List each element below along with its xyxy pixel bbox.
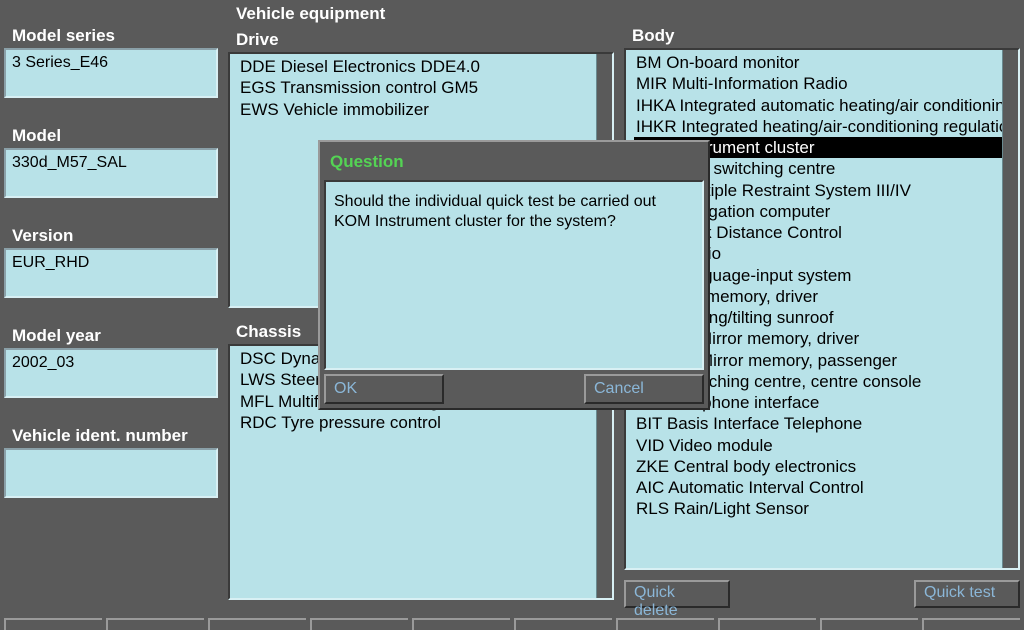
label-model: Model	[4, 124, 218, 148]
field-model-series[interactable]: 3 Series_E46	[4, 48, 218, 98]
group-vin: Vehicle ident. number	[4, 424, 218, 498]
list-item[interactable]: EGS Transmission control GM5	[238, 77, 604, 98]
list-item[interactable]: MIR Multi-Information Radio	[634, 73, 1010, 94]
list-item[interactable]: IHKA Integrated automatic heating/air co…	[634, 95, 1010, 116]
field-model[interactable]: 330d_M57_SAL	[4, 148, 218, 198]
dialog-body: Should the individual quick test be carr…	[324, 180, 704, 370]
group-model-series: Model series 3 Series_E46	[4, 24, 218, 98]
question-dialog: Question Should the individual quick tes…	[318, 140, 710, 410]
quick-delete-button[interactable]: Quick delete	[624, 580, 730, 608]
dialog-text-line1: Should the individual quick test be carr…	[334, 192, 694, 212]
list-item[interactable]: BIT Basis Interface Telephone	[634, 413, 1010, 434]
ok-button[interactable]: OK	[324, 374, 444, 404]
list-item[interactable]: DDE Diesel Electronics DDE4.0	[238, 56, 604, 77]
scrollbar-body[interactable]	[1002, 50, 1018, 568]
list-item[interactable]: RDC Tyre pressure control	[238, 412, 604, 433]
list-item[interactable]: IHKR Integrated heating/air-conditioning…	[634, 116, 1010, 137]
dialog-title: Question	[324, 146, 704, 180]
list-item[interactable]: EWS Vehicle immobilizer	[238, 99, 604, 120]
group-model-year: Model year 2002_03	[4, 324, 218, 398]
quick-test-button[interactable]: Quick test	[914, 580, 1020, 608]
bottom-bar	[0, 618, 1024, 630]
spacer	[736, 580, 908, 608]
header-body: Body	[624, 24, 1020, 48]
label-version: Version	[4, 224, 218, 248]
left-panel: Model series 3 Series_E46 Model 330d_M57…	[4, 0, 218, 498]
list-item[interactable]: ZKE Central body electronics	[634, 456, 1010, 477]
list-item[interactable]: VID Video module	[634, 435, 1010, 456]
label-vin: Vehicle ident. number	[4, 424, 218, 448]
header-drive: Drive	[228, 28, 614, 52]
dialog-button-row: OK Cancel	[324, 374, 704, 404]
dialog-text-line2: KOM Instrument cluster for the system?	[334, 212, 694, 232]
list-item[interactable]: AIC Automatic Interval Control	[634, 477, 1010, 498]
label-model-year: Model year	[4, 324, 218, 348]
group-version: Version EUR_RHD	[4, 224, 218, 298]
field-vin[interactable]	[4, 448, 218, 498]
cancel-button[interactable]: Cancel	[584, 374, 704, 404]
list-item[interactable]: RLS Rain/Light Sensor	[634, 498, 1010, 519]
label-model-series: Model series	[4, 24, 218, 48]
bottom-button-row: Quick delete Quick test	[624, 580, 1020, 608]
list-item[interactable]: BM On-board monitor	[634, 52, 1010, 73]
header-vehicle-equipment: Vehicle equipment	[228, 2, 614, 26]
group-model: Model 330d_M57_SAL	[4, 124, 218, 198]
field-model-year[interactable]: 2002_03	[4, 348, 218, 398]
field-version[interactable]: EUR_RHD	[4, 248, 218, 298]
